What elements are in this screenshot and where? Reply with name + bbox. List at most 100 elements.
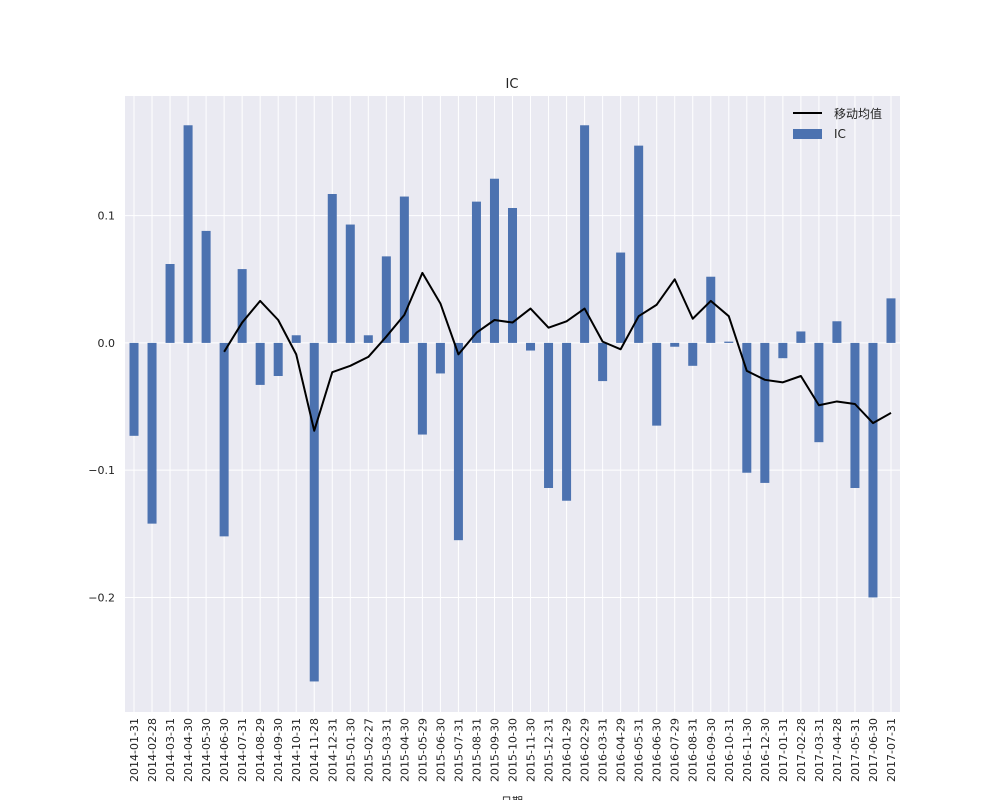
x-tick-label: 2014-06-30 xyxy=(218,718,231,782)
x-tick-label: 2015-09-30 xyxy=(488,718,501,782)
x-tick-label: 2014-08-29 xyxy=(254,718,267,782)
x-tick-label: 2014-07-31 xyxy=(236,718,249,782)
x-tick-label: 2016-02-29 xyxy=(579,718,592,782)
bar xyxy=(670,342,680,347)
bar xyxy=(273,342,283,376)
bar xyxy=(165,264,175,343)
x-tick-label: 2017-04-28 xyxy=(831,718,844,782)
x-tick-label: 2016-03-31 xyxy=(597,718,610,782)
bar xyxy=(580,125,590,343)
x-tick-label: 2015-04-30 xyxy=(398,718,411,782)
x-tick-label: 2015-05-29 xyxy=(416,718,429,782)
x-tick-label: 2015-01-30 xyxy=(344,718,357,782)
line-series xyxy=(223,271,892,432)
bar xyxy=(868,342,878,598)
bar xyxy=(399,196,409,343)
bar xyxy=(381,256,391,343)
bar-series xyxy=(129,125,896,682)
bar xyxy=(616,252,626,343)
legend: 移动均值 IC xyxy=(793,106,882,141)
x-tick-label: 2015-08-31 xyxy=(470,718,483,782)
x-tick-label: 2017-06-30 xyxy=(867,718,880,782)
bar xyxy=(688,342,698,366)
bar xyxy=(363,335,373,343)
bar xyxy=(706,276,716,343)
x-tick-label: 2014-02-28 xyxy=(146,718,159,782)
x-tick-label: 2014-03-31 xyxy=(164,718,177,782)
x-tick-label: 2016-04-29 xyxy=(615,718,628,782)
bar xyxy=(526,342,536,351)
x-tick-label: 2016-07-29 xyxy=(669,718,682,782)
x-tick-label: 2016-12-30 xyxy=(759,718,772,782)
y-tick-label: 0.0 xyxy=(98,337,116,350)
legend-label-moving-average: 移动均值 xyxy=(834,106,882,121)
x-tick-label: 2016-11-30 xyxy=(741,718,754,782)
bar xyxy=(237,269,247,343)
bar xyxy=(796,331,806,343)
x-tick-label: 2016-10-31 xyxy=(723,718,736,782)
moving-average-line xyxy=(223,271,892,432)
legend-label-ic: IC xyxy=(834,127,846,141)
bar xyxy=(544,342,554,488)
bar xyxy=(453,342,463,541)
y-axis: 0.1 0.0 −0.1 −0.2 xyxy=(88,210,115,605)
bar xyxy=(471,201,481,343)
x-tick-label: 2015-10-30 xyxy=(507,718,520,782)
bar xyxy=(201,230,211,343)
x-tick-label: 2015-06-30 xyxy=(434,718,447,782)
x-tick-label: 2014-12-31 xyxy=(326,718,339,782)
x-tick-label: 2015-07-31 xyxy=(452,718,465,782)
x-tick-label: 2017-03-31 xyxy=(813,718,826,782)
bar xyxy=(598,342,608,382)
x-tick-label: 2015-02-27 xyxy=(362,718,375,782)
bar xyxy=(219,342,229,537)
bar xyxy=(255,342,265,385)
legend-bar-swatch xyxy=(793,129,822,139)
bar xyxy=(850,342,860,488)
bar xyxy=(291,335,301,343)
x-tick-label: 2014-01-31 xyxy=(128,718,141,782)
bar xyxy=(417,342,427,435)
y-tick-label: 0.1 xyxy=(98,210,116,223)
bar xyxy=(507,208,518,343)
x-tick-label: 2016-08-31 xyxy=(687,718,700,782)
x-tick-label: 2016-01-29 xyxy=(561,718,574,782)
bar xyxy=(634,145,644,343)
x-axis: 2014-01-31 2014-02-28 2014-03-31 2014-04-30… xyxy=(128,718,898,782)
bar xyxy=(742,342,752,473)
x-tick-label: 2017-07-31 xyxy=(885,718,898,782)
bar xyxy=(183,125,193,343)
bar xyxy=(327,194,337,343)
x-tick-label: 2015-03-31 xyxy=(380,718,393,782)
x-tick-label: 2017-02-28 xyxy=(795,718,808,782)
bar xyxy=(147,342,157,524)
bar xyxy=(832,321,842,343)
bar xyxy=(886,298,896,343)
bar xyxy=(778,342,788,359)
x-tick-label: 2014-05-30 xyxy=(200,718,213,782)
bar xyxy=(489,178,499,343)
bar xyxy=(345,224,355,343)
x-tick-label: 2016-05-31 xyxy=(633,718,646,782)
x-tick-label: 2014-10-31 xyxy=(290,718,303,782)
x-axis-label: 日期 xyxy=(501,795,523,800)
x-tick-label: 2016-06-30 xyxy=(651,718,664,782)
bar xyxy=(435,342,445,374)
bar xyxy=(652,342,662,426)
y-tick-label: −0.1 xyxy=(88,464,115,477)
x-tick-label: 2014-04-30 xyxy=(182,718,195,782)
y-tick-label: −0.2 xyxy=(88,591,115,604)
x-tick-label: 2014-09-30 xyxy=(272,718,285,782)
bar xyxy=(129,342,139,436)
x-tick-label: 2015-11-30 xyxy=(525,718,538,782)
x-tick-label: 2017-01-31 xyxy=(777,718,790,782)
chart-title: IC xyxy=(506,77,519,92)
bar xyxy=(760,342,770,483)
bar xyxy=(724,341,734,343)
bar xyxy=(814,342,824,443)
x-tick-label: 2014-11-28 xyxy=(308,718,321,782)
x-tick-label: 2015-12-31 xyxy=(543,718,556,782)
x-tick-label: 2016-09-30 xyxy=(705,718,718,782)
bar xyxy=(562,342,572,501)
